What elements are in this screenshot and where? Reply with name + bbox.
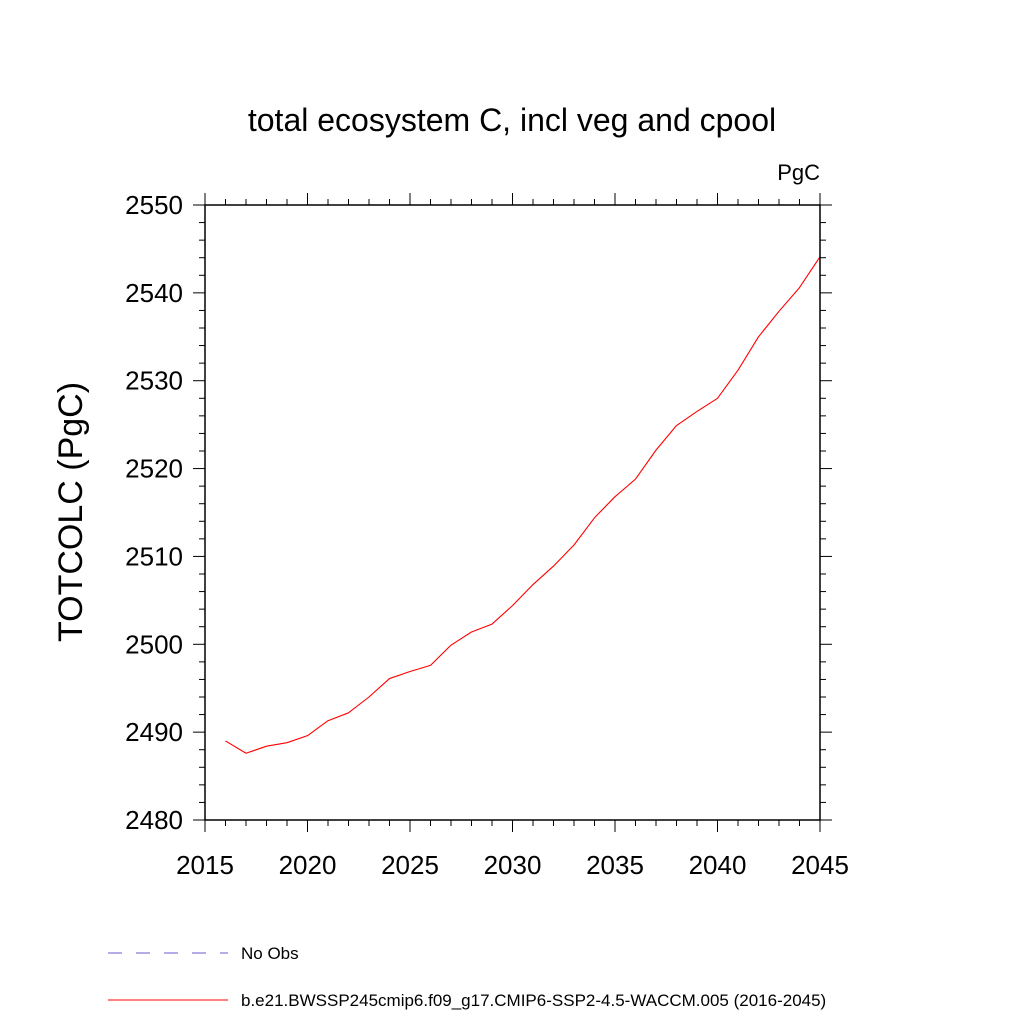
x-tick-label: 2045 [791, 850, 849, 880]
x-tick-label: 2025 [381, 850, 439, 880]
chart-title: total ecosystem C, incl veg and cpool [248, 102, 776, 138]
plot-frame [204, 204, 821, 821]
y-tick-label: 2480 [125, 805, 183, 835]
y-tick-label: 2550 [125, 190, 183, 220]
y-tick-label: 2510 [125, 541, 183, 571]
axis-ticks [193, 193, 832, 832]
x-tick-label: 2030 [484, 850, 542, 880]
units-label: PgC [777, 160, 820, 185]
legend: No Obs b.e21.BWSSP245cmip6.f09_g17.CMIP6… [108, 944, 826, 1010]
x-tick-label: 2040 [689, 850, 747, 880]
y-tick-label: 2490 [125, 717, 183, 747]
series-line-1 [225, 256, 821, 754]
y-tick-label: 2540 [125, 278, 183, 308]
x-tick-label: 2015 [176, 850, 234, 880]
x-tick-label: 2020 [279, 850, 337, 880]
y-axis-label: TOTCOLC (PgC) [52, 382, 90, 642]
x-tick-label: 2035 [586, 850, 644, 880]
legend-label-no-obs: No Obs [241, 944, 299, 963]
legend-label-waccm: b.e21.BWSSP245cmip6.f09_g17.CMIP6-SSP2-4… [241, 991, 826, 1010]
y-tick-labels: 2480 2490 2500 2510 2520 2530 2540 2550 [125, 190, 183, 835]
data-series [225, 256, 821, 754]
y-tick-label: 2500 [125, 629, 183, 659]
x-tick-labels: 2015 2020 2025 2030 2035 2040 2045 [176, 850, 849, 880]
y-tick-label: 2520 [125, 454, 183, 484]
y-tick-label: 2530 [125, 366, 183, 396]
